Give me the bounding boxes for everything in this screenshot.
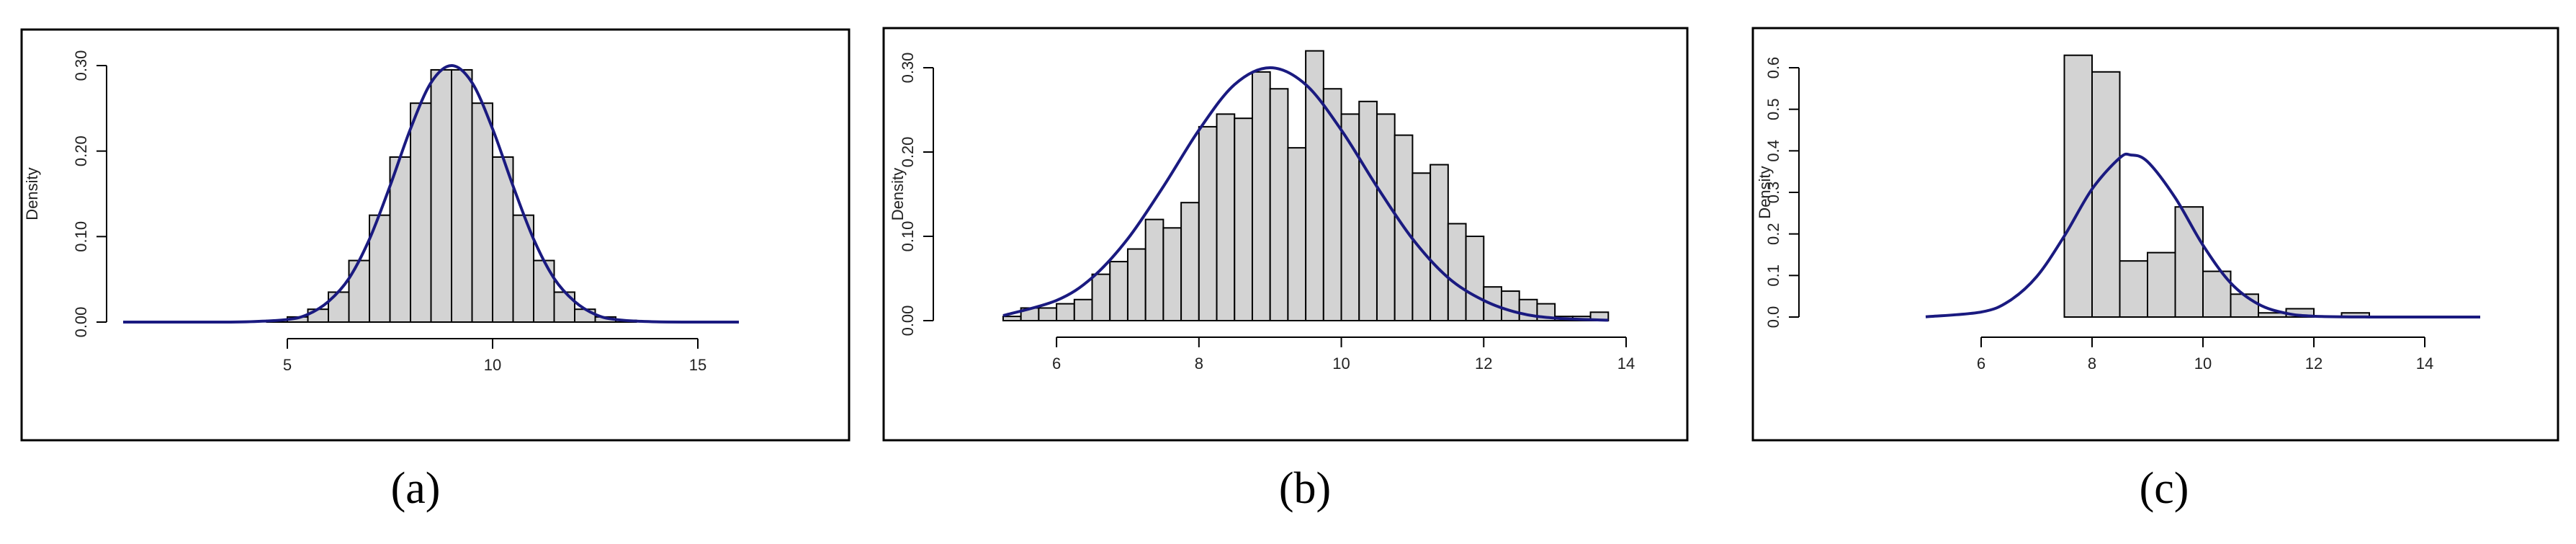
x-tick-label: 6 <box>1977 355 1985 373</box>
x-tick-label: 6 <box>1052 355 1061 373</box>
y-tick-label: 0.20 <box>899 137 917 168</box>
hist-bar <box>328 291 350 324</box>
hist-bar <box>2174 206 2204 318</box>
panel-caption: (a) <box>391 464 441 513</box>
hist-bar <box>1287 147 1307 321</box>
hist-bar <box>1144 218 1164 321</box>
x-tick-label: 10 <box>2194 355 2212 373</box>
y-tick-label: 0.4 <box>1764 140 1782 162</box>
hist-bar <box>2147 251 2176 318</box>
panel-caption: (c) <box>2140 464 2189 513</box>
hist-bar <box>1412 172 1432 321</box>
hist-bar <box>1198 125 1218 321</box>
hist-bar <box>2230 293 2259 318</box>
hist-bar <box>430 68 452 324</box>
hist-bar <box>1269 88 1289 321</box>
hist-bar <box>1358 100 1378 322</box>
hist-bar <box>1375 113 1396 321</box>
y-tick-label: 0.2 <box>1764 223 1782 245</box>
hist-bar <box>451 68 473 324</box>
hist-bar <box>1162 227 1182 321</box>
hist-bar <box>2091 71 2121 318</box>
hist-bar <box>1518 298 1538 321</box>
hist-bar <box>2119 260 2148 318</box>
hist-bar <box>348 259 370 323</box>
x-tick-label: 8 <box>1195 355 1203 373</box>
panel-frame <box>20 28 851 442</box>
hist-bar <box>1180 202 1200 322</box>
hist-bar <box>1234 117 1253 321</box>
hist-bar <box>1305 50 1324 321</box>
y-axis-label: Density <box>889 168 907 220</box>
hist-bar <box>1500 290 1520 321</box>
y-tick-label: 0.00 <box>899 306 917 336</box>
panel: 6 8 10 12 14 0.00 0.10 0.20 0.30 Density (b) <box>882 27 1689 513</box>
x-tick-label: 12 <box>1475 355 1492 373</box>
x-tick-label: 5 <box>283 356 292 374</box>
y-tick-label: 0.0 <box>1764 306 1782 329</box>
y-axis-label: Density <box>23 167 41 220</box>
density-curve <box>1002 66 1609 322</box>
hist-bar <box>471 102 493 323</box>
y-tick-label: 0.3 <box>1764 182 1782 204</box>
panel-frame <box>1751 27 2559 442</box>
x-tick-label: 8 <box>2088 355 2096 373</box>
y-tick-label: 0.20 <box>72 135 90 166</box>
hist-bar <box>1038 307 1058 322</box>
hist-bar <box>574 308 596 324</box>
y-tick-label: 0.5 <box>1764 98 1782 120</box>
panel: 6 8 10 12 14 0.0 0.1 0.2 0.3 0.4 0.5 0.6 Density (c) <box>1751 27 2559 513</box>
x-tick-label: 10 <box>1332 355 1350 373</box>
hist-bar <box>533 259 555 323</box>
hist-bar <box>1322 88 1342 321</box>
density-curve <box>122 63 740 324</box>
hist-bar <box>1430 164 1449 321</box>
y-axis-label: Density <box>1756 166 1774 218</box>
hist-bar <box>1073 298 1093 321</box>
y-tick-label: 0.10 <box>899 221 917 252</box>
panel-caption: (b) <box>1279 464 1331 513</box>
hist-bar <box>1126 248 1146 321</box>
hist-bar <box>1251 71 1271 321</box>
x-tick-label: 14 <box>2416 355 2433 373</box>
panel: 5 10 15 0.00 0.10 0.20 0.30 Density (a) <box>20 28 851 513</box>
y-tick-label: 0.30 <box>899 53 917 84</box>
x-tick-label: 12 <box>2305 355 2323 373</box>
y-tick-label: 0.10 <box>72 221 90 252</box>
hist-bar <box>492 156 514 323</box>
hist-bar <box>1216 113 1236 321</box>
y-tick-label: 0.00 <box>72 307 90 338</box>
hist-bar <box>1056 303 1075 322</box>
hist-bar <box>1002 316 1022 321</box>
hist-bar <box>553 291 575 324</box>
hist-bar <box>1465 236 1485 321</box>
y-tick-label: 0.1 <box>1764 264 1782 287</box>
hist-bar <box>1109 261 1128 322</box>
panel-frame <box>882 27 1689 442</box>
density-curve <box>1925 152 2481 319</box>
x-tick-label: 14 <box>1617 355 1635 373</box>
hist-bar <box>1447 223 1467 322</box>
y-tick-label: 0.6 <box>1764 57 1782 79</box>
y-tick-label: 0.30 <box>72 50 90 81</box>
hist-bar <box>2063 54 2093 318</box>
x-tick-label: 15 <box>689 356 706 374</box>
hist-bar <box>410 102 432 323</box>
hist-bar <box>307 308 329 324</box>
hist-bar <box>1091 273 1111 321</box>
x-tick-label: 10 <box>484 356 501 374</box>
